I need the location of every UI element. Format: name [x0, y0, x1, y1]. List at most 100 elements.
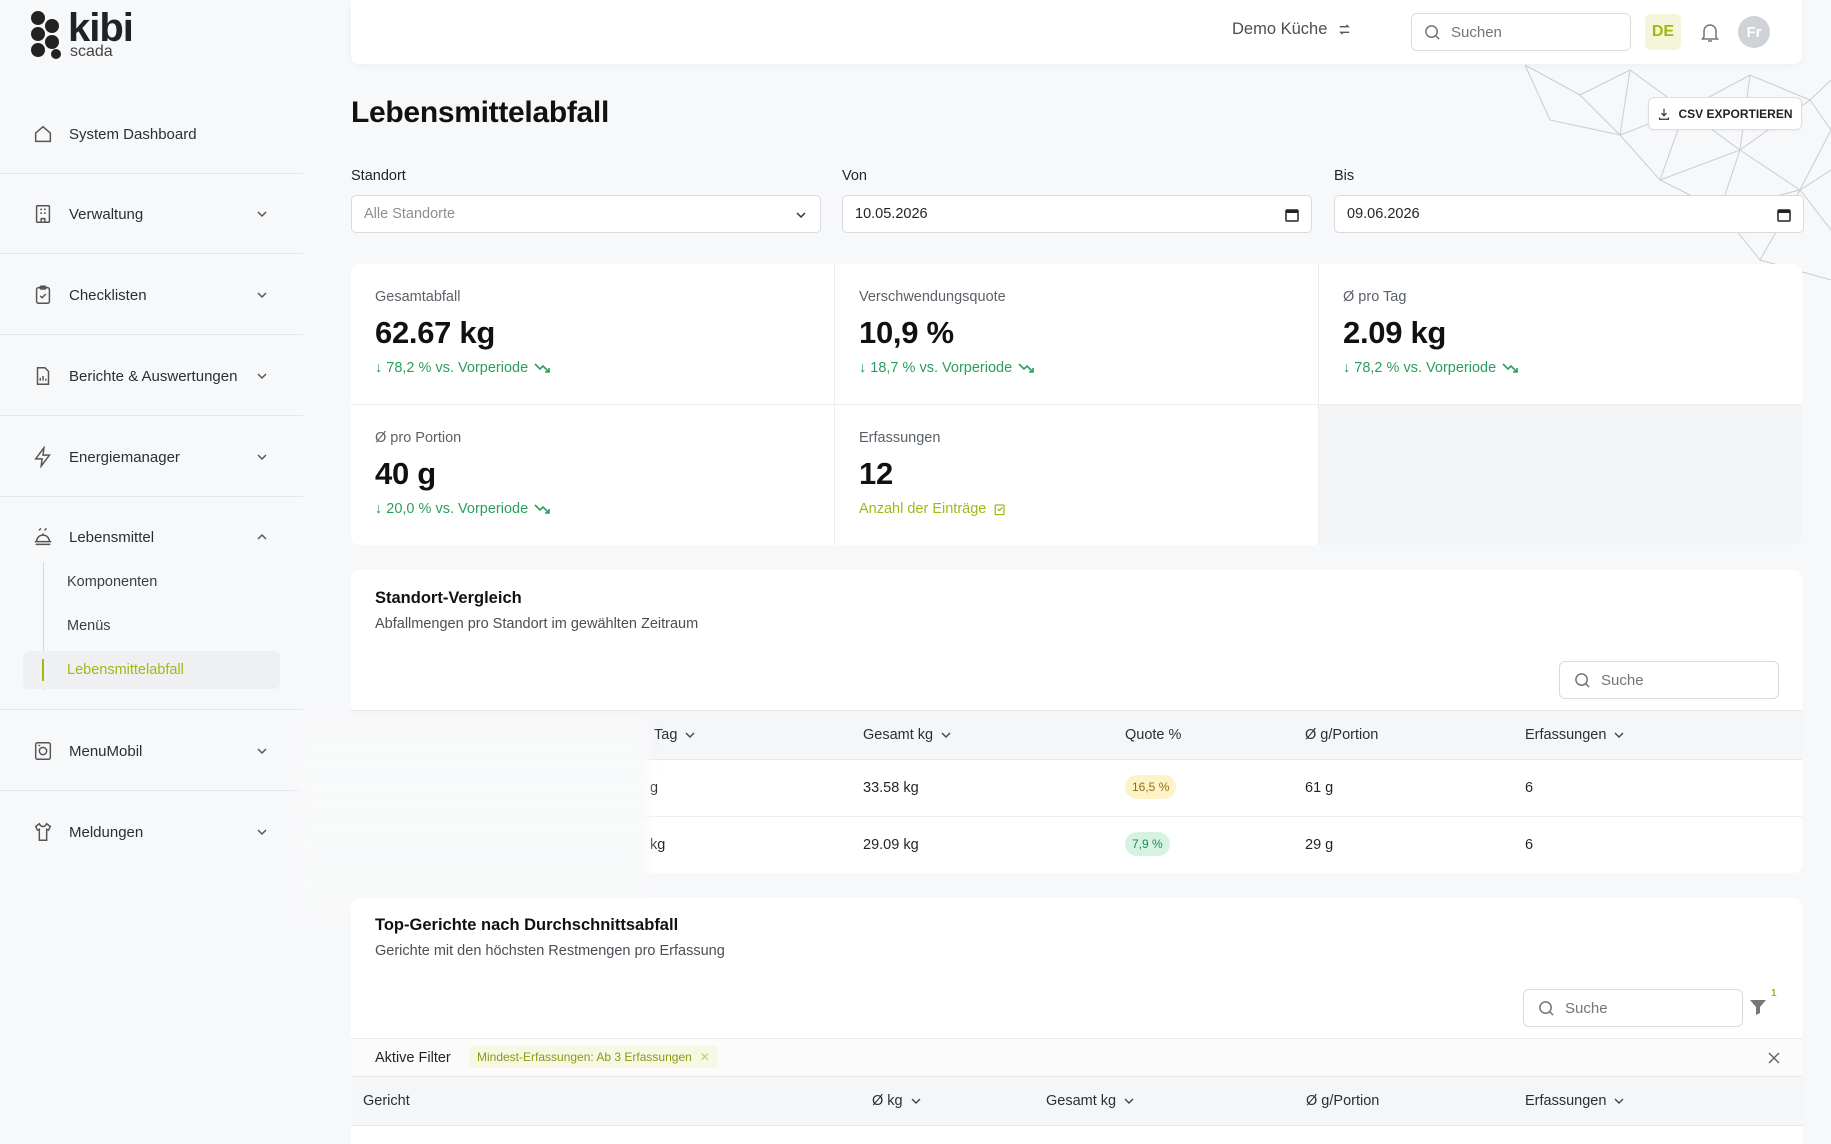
sidebar-item-label: Energiemanager — [69, 448, 180, 466]
trend-down-icon — [1018, 363, 1034, 373]
to-date-label: Bis — [1334, 168, 1355, 184]
global-search-input[interactable] — [1451, 23, 1621, 41]
divider — [0, 173, 303, 174]
column-header-erfassungen[interactable]: Erfassungen — [1525, 727, 1626, 743]
logo-subname: scada — [70, 43, 113, 60]
submenu-rail — [43, 562, 44, 690]
sidebar-item-verwaltung[interactable]: Verwaltung — [0, 194, 303, 234]
sidebar-item-checklisten[interactable]: Checklisten — [0, 275, 303, 315]
sidebar-item-system-dashboard[interactable]: System Dashboard — [0, 114, 303, 154]
column-header-gericht[interactable]: Gericht — [363, 1093, 410, 1109]
chevron-up-icon — [257, 533, 267, 540]
filter-chip[interactable]: Mindest-Erfassungen: Ab 3 Erfassungen ✕ — [469, 1046, 718, 1068]
sidebar-subitem-komponenten[interactable]: Komponenten — [23, 563, 280, 601]
kpi-delta: Anzahl der Einträge — [859, 501, 1318, 517]
kpi-delta-text: ↓ 18,7 % vs. Vorperiode — [859, 360, 1013, 376]
sidebar-subitem-label: Menüs — [67, 618, 111, 634]
table-header: Gericht Ø kg Gesamt kg Ø g/Portion Erfas… — [351, 1076, 1802, 1126]
kpi-delta: ↓ 78,2 % vs. Vorperiode — [375, 360, 834, 376]
column-header-gesamt-kg[interactable]: Gesamt kg — [1046, 1093, 1136, 1109]
kpi-label: Verschwendungsquote — [859, 289, 1006, 305]
kpi-delta: ↓ 20,0 % vs. Vorperiode — [375, 501, 834, 517]
quote-badge: 16,5 % — [1125, 775, 1177, 799]
csv-export-label: CSV EXPORTIEREN — [1678, 106, 1793, 121]
top-dishes-search[interactable] — [1523, 989, 1743, 1027]
csv-export-button[interactable]: CSV EXPORTIEREN — [1648, 97, 1802, 130]
table-row[interactable]: kg 29.09 kg 7,9 % 29 g 6 — [351, 817, 1802, 873]
top-dishes-search-input[interactable] — [1565, 999, 1715, 1017]
column-header-label: Gericht — [363, 1093, 410, 1109]
column-header-tag[interactable]: Tag — [654, 727, 697, 743]
column-header-erfassungen[interactable]: Erfassungen — [1525, 1093, 1626, 1109]
sidebar-item-menumobil[interactable]: MenuMobil — [0, 731, 303, 771]
calendar-icon[interactable] — [1776, 207, 1792, 223]
sidebar-subitem-lebensmittelabfall[interactable]: Lebensmittelabfall — [23, 651, 280, 689]
card-title: Standort-Vergleich — [375, 589, 522, 607]
location-select[interactable]: Alle Standorte — [351, 195, 821, 233]
chevron-down-icon — [257, 373, 267, 380]
column-header-gesamt-kg[interactable]: Gesamt kg — [863, 727, 953, 743]
sidebar-item-meldungen[interactable]: Meldungen — [0, 812, 303, 852]
cell-gesamt: 29.09 kg — [863, 837, 919, 853]
sidebar-item-label: Checklisten — [69, 286, 147, 304]
card-title: Top-Gerichte nach Durchschnittsabfall — [375, 916, 679, 934]
trend-down-icon — [1502, 363, 1518, 373]
calendar-icon[interactable] — [1284, 207, 1300, 223]
language-switcher[interactable]: DE — [1645, 14, 1681, 50]
divider — [0, 496, 303, 497]
location-switcher[interactable]: Demo Küche — [1232, 20, 1352, 39]
to-date-input[interactable]: 09.06.2026 — [1334, 195, 1804, 233]
sidebar-item-lebensmittel[interactable]: Lebensmittel — [0, 517, 303, 557]
clipboard-icon — [994, 504, 1005, 516]
close-icon[interactable] — [1767, 1051, 1781, 1065]
global-search[interactable] — [1411, 13, 1631, 51]
chevron-down-icon — [257, 454, 267, 461]
from-date-input[interactable]: 10.05.2026 — [842, 195, 1312, 233]
chevron-down-icon — [1614, 732, 1624, 738]
chevron-down-icon — [1614, 1098, 1624, 1104]
page-title: Lebensmittelabfall — [351, 96, 609, 129]
sidebar-item-energiemanager[interactable]: Energiemanager — [0, 437, 303, 477]
cell-tag: g — [650, 780, 659, 796]
close-icon[interactable]: ✕ — [699, 1050, 710, 1064]
search-icon — [1425, 24, 1440, 40]
comparison-search[interactable] — [1559, 661, 1779, 699]
sidebar-item-berichte[interactable]: Berichte & Auswertungen — [0, 356, 303, 396]
column-header-g-portion[interactable]: Ø g/Portion — [1306, 1093, 1379, 1109]
kpi-value: 2.09 kg — [1343, 315, 1447, 350]
kpi-empty-cell — [1319, 405, 1802, 545]
kpi-delta-text: Anzahl der Einträge — [859, 501, 987, 517]
kpi-delta-text: ↓ 78,2 % vs. Vorperiode — [1343, 360, 1497, 376]
logo[interactable]: kibi scada — [30, 6, 134, 60]
mobile-cart-icon — [32, 740, 54, 762]
divider — [0, 790, 303, 791]
filter-icon[interactable] — [1748, 997, 1768, 1017]
divider — [0, 253, 303, 254]
table-row[interactable]: g 33.58 kg 16,5 % 61 g 6 — [351, 760, 1802, 817]
column-header-avg-kg[interactable]: Ø kg — [872, 1093, 923, 1109]
column-header-label: Ø g/Portion — [1305, 727, 1379, 743]
topbar: Demo Küche DE Fr — [351, 0, 1802, 64]
chevron-down-icon — [685, 732, 695, 738]
building-icon — [32, 203, 54, 225]
bell-icon[interactable] — [1698, 20, 1722, 44]
column-header-g-portion[interactable]: Ø g/Portion — [1305, 727, 1378, 743]
kpi-label: Ø pro Tag — [1343, 289, 1407, 305]
kpi-value: 10,9 % — [859, 315, 954, 350]
logo-mark-icon — [31, 11, 61, 59]
divider — [0, 709, 303, 710]
location-select-value: Alle Standorte — [364, 206, 456, 222]
kpi-entries: Erfassungen 12 Anzahl der Einträge — [835, 405, 1318, 545]
food-tray-icon — [32, 526, 54, 548]
sidebar-item-label: MenuMobil — [69, 742, 143, 760]
sidebar-subitem-label: Lebensmittelabfall — [67, 662, 184, 678]
decorative-network — [1524, 64, 1831, 280]
comparison-search-input[interactable] — [1601, 671, 1751, 689]
logo-name: kibi — [68, 6, 134, 50]
sidebar-subitem-menues[interactable]: Menüs — [23, 607, 280, 645]
column-header-quote[interactable]: Quote % — [1125, 727, 1181, 743]
avatar[interactable]: Fr — [1738, 16, 1770, 48]
chevron-down-icon — [257, 748, 267, 755]
to-date-value: 09.06.2026 — [1347, 206, 1420, 222]
sidebar-item-label: System Dashboard — [69, 125, 197, 143]
